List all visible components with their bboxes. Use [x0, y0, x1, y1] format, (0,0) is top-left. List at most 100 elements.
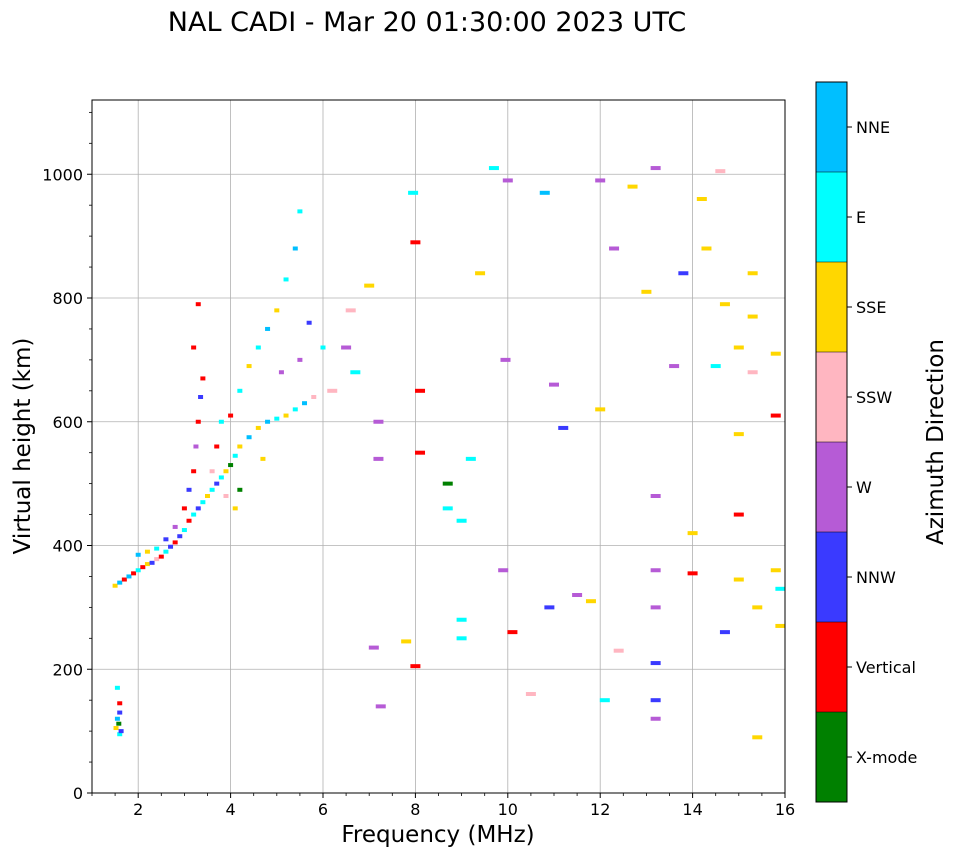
echo-point — [747, 314, 758, 319]
x-tick-label: 8 — [410, 800, 420, 819]
echo-point — [410, 664, 421, 669]
echo-point — [650, 166, 661, 171]
echo-point — [121, 577, 127, 582]
echo-point — [260, 456, 266, 461]
echo-point — [193, 444, 199, 449]
echo-point — [650, 698, 661, 703]
echo-point — [163, 537, 169, 542]
echo-point — [733, 512, 744, 517]
colorbar-segment — [816, 532, 847, 622]
echo-point — [456, 636, 467, 641]
echo-point — [373, 456, 384, 461]
echo-point — [237, 388, 243, 393]
echo-point — [465, 456, 476, 461]
echo-point — [719, 630, 730, 635]
echo-point — [747, 271, 758, 276]
echo-point — [228, 413, 234, 418]
echo-point — [186, 518, 192, 523]
echo-point — [186, 487, 192, 492]
x-tick-label: 6 — [318, 800, 328, 819]
echo-point — [232, 506, 238, 511]
echo-point — [320, 345, 326, 350]
y-tick-label: 400 — [52, 537, 83, 556]
echo-point — [687, 531, 698, 536]
colorbar-segment — [816, 442, 847, 532]
echo-point — [650, 605, 661, 610]
echo-point — [140, 565, 146, 570]
echo-point — [650, 494, 661, 498]
echo-point — [297, 357, 303, 362]
echo-point — [126, 574, 132, 579]
colorbar-label-item: SSE — [856, 298, 886, 317]
chart-title: NAL CADI - Mar 20 01:30:00 2023 UTC — [168, 7, 686, 38]
echo-point — [595, 178, 606, 183]
echo-point — [599, 698, 610, 703]
echo-point — [237, 444, 243, 449]
echo-point — [475, 271, 486, 276]
colorbar-segment — [816, 82, 847, 172]
echo-point — [172, 540, 178, 545]
echo-point — [181, 528, 187, 533]
echo-point — [237, 487, 243, 492]
x-axis: 2 4 6 8 10 12 14 16 — [91, 793, 795, 819]
echo-point — [191, 345, 197, 350]
echo-point — [456, 518, 467, 523]
echo-point — [163, 549, 169, 554]
echo-point — [283, 277, 289, 282]
echo-point — [415, 450, 426, 455]
echo-point — [502, 178, 513, 183]
x-tick-label: 12 — [590, 800, 610, 819]
echo-point — [572, 593, 583, 597]
echo-point — [114, 685, 120, 690]
echo-point — [214, 444, 220, 449]
echo-point — [214, 481, 220, 486]
echo-point — [770, 351, 781, 356]
echo-point — [345, 308, 356, 313]
echo-point — [627, 184, 638, 189]
echo-point — [209, 487, 215, 492]
echo-point — [650, 716, 661, 721]
echo-point — [710, 364, 721, 369]
echo-point — [375, 704, 386, 709]
echo-point — [265, 326, 271, 331]
echo-point — [117, 732, 123, 737]
echo-point — [715, 169, 726, 174]
colorbar-segment — [816, 352, 847, 442]
echo-point — [650, 661, 661, 666]
echo-point — [311, 395, 317, 399]
echo-point — [223, 469, 229, 474]
echo-point — [274, 416, 280, 421]
colorbar-label-item: SSW — [856, 388, 892, 407]
echo-point — [770, 413, 781, 418]
echo-point — [292, 407, 298, 412]
echo-point — [701, 246, 712, 251]
colorbar-label-item: X-mode — [856, 748, 917, 767]
echo-point — [292, 246, 298, 251]
plot-area — [92, 100, 785, 793]
echo-point — [641, 289, 652, 294]
echo-point — [302, 401, 308, 406]
echo-point — [442, 481, 453, 486]
colorbar-segment — [816, 172, 847, 262]
echo-point — [117, 701, 123, 706]
echo-point — [198, 395, 204, 399]
echo-point — [549, 382, 559, 387]
echo-point — [205, 494, 210, 498]
echo-point — [747, 370, 758, 375]
x-axis-label: Frequency (MHz) — [341, 822, 534, 848]
echo-point — [118, 729, 124, 734]
gridlines — [92, 100, 785, 793]
echo-point — [117, 580, 123, 585]
echo-point — [733, 345, 744, 350]
echo-point — [232, 453, 238, 458]
echo-point — [191, 512, 197, 517]
echo-point — [114, 716, 120, 721]
echo-point — [558, 425, 569, 430]
echo-point — [195, 419, 201, 424]
colorbar-segment — [816, 622, 847, 712]
echo-point — [149, 560, 155, 565]
echo-point — [341, 345, 352, 350]
echo-point — [265, 419, 271, 424]
echo-point — [172, 524, 178, 529]
